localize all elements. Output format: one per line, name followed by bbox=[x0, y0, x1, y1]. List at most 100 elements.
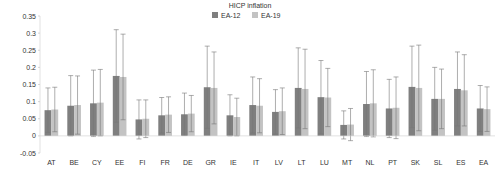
error-bar bbox=[136, 100, 141, 139]
error-stem bbox=[373, 70, 374, 137]
y-tick-label: 0.05 bbox=[22, 115, 36, 122]
x-tick-label: EE bbox=[115, 159, 125, 166]
x-tick-label: SL bbox=[434, 159, 443, 166]
error-stem bbox=[252, 77, 253, 133]
legend-label: EA-12 bbox=[221, 12, 241, 19]
error-cap bbox=[212, 51, 217, 52]
error-cap bbox=[75, 134, 80, 135]
x-tick-label: LT bbox=[298, 159, 306, 166]
error-bar bbox=[227, 95, 232, 136]
error-bar bbox=[75, 76, 80, 134]
error-cap bbox=[341, 110, 346, 111]
error-stem bbox=[54, 87, 55, 132]
error-stem bbox=[123, 34, 124, 120]
error-cap bbox=[91, 136, 96, 137]
error-stem bbox=[487, 87, 488, 132]
error-cap bbox=[121, 34, 126, 35]
y-tick-label: 0.35 bbox=[22, 13, 36, 20]
x-tick-label: EA bbox=[479, 159, 489, 166]
error-bar bbox=[189, 95, 194, 131]
title: HICP inflation bbox=[229, 2, 272, 9]
error-stem bbox=[411, 46, 412, 128]
error-bar bbox=[52, 87, 57, 132]
error-cap bbox=[485, 86, 490, 87]
error-cap bbox=[409, 46, 414, 47]
error-stem bbox=[457, 52, 458, 126]
x-tick-label: LU bbox=[320, 159, 329, 166]
error-stem bbox=[93, 70, 94, 136]
error-cap bbox=[485, 131, 490, 132]
error-cap bbox=[416, 45, 421, 46]
error-stem bbox=[168, 97, 169, 133]
error-bar bbox=[143, 100, 148, 138]
error-cap bbox=[227, 94, 232, 95]
error-cap bbox=[159, 133, 164, 134]
error-bar bbox=[364, 71, 369, 136]
error-bar bbox=[121, 34, 126, 120]
error-cap bbox=[136, 138, 141, 139]
error-bar bbox=[280, 88, 285, 135]
error-stem bbox=[305, 49, 306, 128]
error-cap bbox=[462, 54, 467, 55]
error-cap bbox=[166, 132, 171, 133]
error-cap bbox=[136, 99, 141, 100]
error-bar bbox=[409, 46, 414, 128]
error-cap bbox=[394, 76, 399, 77]
error-stem bbox=[480, 86, 481, 132]
error-stem bbox=[207, 46, 208, 128]
error-cap bbox=[257, 78, 262, 79]
error-stem bbox=[282, 88, 283, 135]
error-bar bbox=[159, 98, 164, 134]
error-stem bbox=[389, 79, 390, 137]
error-cap bbox=[143, 99, 148, 100]
error-stem bbox=[327, 68, 328, 126]
error-cap bbox=[303, 49, 308, 50]
error-stem bbox=[434, 67, 435, 130]
x-tick-label: BE bbox=[69, 159, 79, 166]
error-cap bbox=[387, 137, 392, 138]
error-stem bbox=[259, 79, 260, 133]
error-stem bbox=[441, 69, 442, 129]
error-cap bbox=[234, 98, 239, 99]
error-bar bbox=[439, 69, 444, 129]
error-cap bbox=[439, 69, 444, 70]
x-tick-label: ES bbox=[456, 159, 466, 166]
error-bar bbox=[318, 61, 323, 134]
error-cap bbox=[318, 60, 323, 61]
error-cap bbox=[394, 138, 399, 139]
error-cap bbox=[348, 108, 353, 109]
error-bar bbox=[325, 68, 330, 126]
error-stem bbox=[47, 88, 48, 133]
error-cap bbox=[348, 140, 353, 141]
error-cap bbox=[159, 97, 164, 98]
error-cap bbox=[303, 128, 308, 129]
error-bar bbox=[432, 67, 437, 130]
error-stem bbox=[275, 90, 276, 135]
x-tick-label: SK bbox=[411, 159, 421, 166]
x-tick-label: FI bbox=[139, 159, 145, 166]
x-tick-label: NL bbox=[365, 159, 374, 166]
error-bar bbox=[416, 45, 421, 131]
error-stem bbox=[418, 45, 419, 131]
error-stem bbox=[298, 48, 299, 128]
error-cap bbox=[325, 68, 330, 69]
error-cap bbox=[52, 131, 57, 132]
error-bar bbox=[303, 49, 308, 128]
legend-swatch bbox=[212, 12, 218, 18]
error-cap bbox=[341, 138, 346, 139]
error-cap bbox=[364, 71, 369, 72]
zero-line bbox=[40, 135, 495, 136]
error-cap bbox=[439, 128, 444, 129]
error-cap bbox=[45, 132, 50, 133]
error-bar bbox=[234, 98, 239, 136]
x-tick-label: LV bbox=[275, 159, 283, 166]
error-cap bbox=[68, 75, 73, 76]
error-bar bbox=[45, 88, 50, 133]
error-bar bbox=[91, 70, 96, 136]
error-cap bbox=[52, 87, 57, 88]
error-stem bbox=[138, 100, 139, 139]
y-tick-label: 0.15 bbox=[22, 81, 36, 88]
error-cap bbox=[143, 137, 148, 138]
error-cap bbox=[371, 136, 376, 137]
error-cap bbox=[409, 127, 414, 128]
